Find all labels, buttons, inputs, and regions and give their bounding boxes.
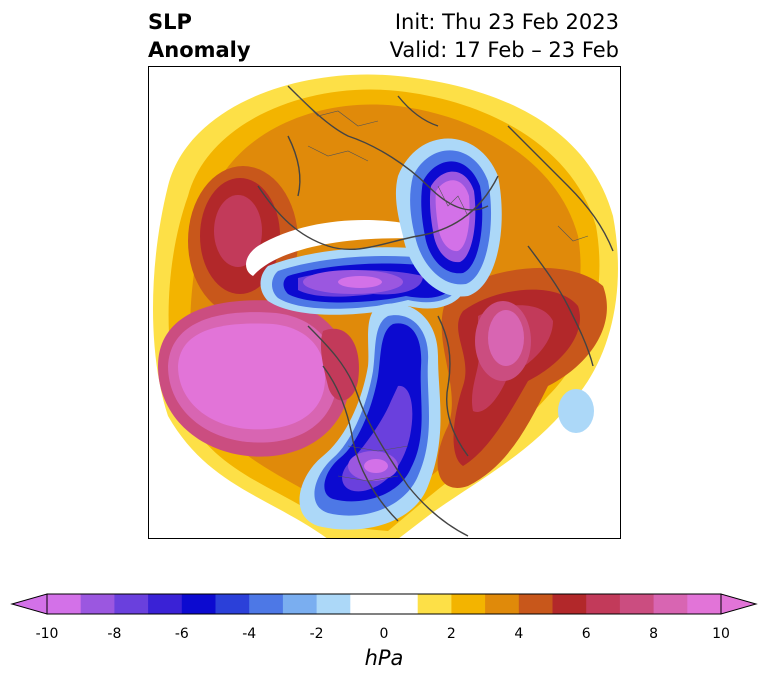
init-date: Init: Thu 23 Feb 2023 bbox=[394, 10, 619, 34]
colorbar-tick-label: 2 bbox=[446, 626, 456, 642]
colorbar-tick-label: -2 bbox=[309, 626, 324, 642]
colorbar-segment bbox=[215, 594, 250, 614]
colorbar-tick-label: -8 bbox=[107, 626, 122, 642]
atlantic-high bbox=[437, 267, 607, 488]
map-frame bbox=[148, 66, 621, 539]
borders bbox=[297, 95, 589, 482]
colorbar-segment bbox=[114, 594, 149, 614]
title-right: Init: Thu 23 Feb 2023 Valid: 17 Feb – 23… bbox=[390, 8, 619, 64]
colorbar-segment bbox=[249, 594, 284, 614]
colorbar-segment bbox=[619, 594, 655, 614]
valid-range: Valid: 17 Feb – 23 Feb bbox=[389, 38, 619, 62]
colorbar-tick-label: 4 bbox=[514, 626, 524, 642]
colorbar-segment bbox=[181, 594, 216, 614]
colorbar bbox=[10, 593, 758, 615]
colorbar-segment bbox=[417, 594, 452, 614]
colorbar-segment bbox=[282, 594, 318, 614]
colorbar-extend-min bbox=[10, 593, 48, 615]
colorbar-segment bbox=[451, 594, 486, 614]
colorbar-segment bbox=[552, 594, 587, 614]
colorbar-tick-label: 0 bbox=[379, 626, 389, 642]
colorbar-tick-label: 6 bbox=[581, 626, 591, 642]
colorbar-segment bbox=[687, 594, 722, 614]
title-left: SLP Anomaly bbox=[148, 8, 251, 64]
colorbar-tick-label: 8 bbox=[649, 626, 659, 642]
slp-anomaly-map bbox=[148, 66, 621, 539]
colorbar-segment bbox=[47, 594, 82, 614]
title-anomaly: Anomaly bbox=[148, 38, 251, 62]
atlantic-small-low bbox=[558, 389, 594, 433]
colorbar-segment bbox=[316, 594, 351, 614]
colorbar-tick-label: 10 bbox=[712, 626, 730, 642]
colorbar-segment bbox=[518, 594, 553, 614]
colorbar-extend-max bbox=[720, 593, 758, 615]
colorbar-unit-label: hPa bbox=[364, 646, 404, 670]
colorbar-tick-label: -6 bbox=[174, 626, 189, 642]
pacific-low bbox=[158, 300, 359, 457]
colorbar-segment bbox=[350, 594, 419, 614]
colorbar-segment bbox=[148, 594, 183, 614]
colorbar-tick-label: -10 bbox=[35, 626, 59, 642]
colorbar-segment bbox=[485, 594, 520, 614]
colorbar-segment bbox=[80, 594, 115, 614]
colorbar-frame bbox=[46, 593, 722, 615]
title-slp: SLP bbox=[148, 10, 192, 34]
north-america-low bbox=[299, 303, 441, 530]
colorbar-segment bbox=[653, 594, 688, 614]
colorbar-segment bbox=[586, 594, 621, 614]
colorbar-tick-label: -4 bbox=[242, 626, 257, 642]
coastlines bbox=[257, 85, 614, 537]
